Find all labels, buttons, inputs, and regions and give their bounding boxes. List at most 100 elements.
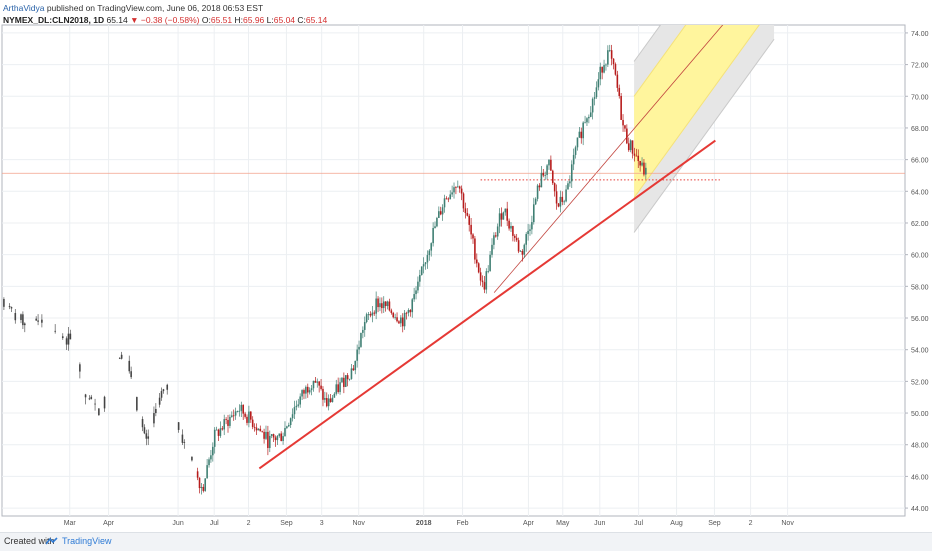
candle-body (607, 50, 609, 65)
candle-body (477, 263, 480, 273)
candle-body (352, 368, 355, 371)
candle-body (643, 162, 645, 175)
candle-body (580, 131, 583, 139)
candle-body (14, 313, 17, 321)
x-tick-label: 2018 (416, 520, 432, 527)
y-tick-label: 74.00 (911, 31, 929, 38)
candle-body (215, 429, 218, 431)
candle-body (599, 66, 602, 80)
candle-body (491, 244, 493, 255)
candle-body (274, 437, 277, 441)
candle-body (303, 390, 305, 394)
author-link[interactable]: ArthaVidya (3, 3, 45, 13)
symbol-label[interactable]: NYMEX_DL:CLN2018, 1D (3, 15, 105, 25)
candle-body (633, 153, 636, 156)
candle-body (561, 196, 564, 202)
candle-body (430, 243, 433, 251)
candle-body (261, 431, 263, 433)
candle-body (591, 98, 594, 113)
candle-body (415, 290, 417, 295)
candle-body (631, 140, 634, 154)
channel-group (493, 25, 775, 293)
candle-body (595, 87, 598, 98)
y-tick-label: 66.00 (911, 158, 929, 165)
candle-body (210, 455, 212, 460)
y-tick-label: 58.00 (911, 284, 929, 291)
candle-body (534, 198, 537, 205)
candle-body (401, 317, 404, 327)
candle-body (289, 418, 292, 426)
candle-body (344, 375, 347, 387)
price-chart[interactable]: 44.00 46.00 48.00 50.00 52.00 54.00 56.00 58.00… (0, 0, 932, 532)
candle-body (284, 428, 286, 437)
y-tick-label: 44.00 (911, 506, 929, 513)
candle-body (69, 333, 72, 340)
x-tick-label: 3 (320, 520, 324, 527)
candle-body (3, 299, 5, 307)
candle-body (532, 204, 535, 223)
candle-body (280, 433, 282, 441)
candle-body (365, 314, 368, 323)
x-tick-label: Nov (352, 520, 365, 527)
candle-body (322, 388, 324, 400)
high-label: H: (234, 15, 244, 25)
candle-body (502, 212, 505, 220)
candle-body (485, 271, 488, 290)
candle-body (22, 314, 24, 326)
candle-body (616, 74, 619, 88)
candle-body (377, 298, 379, 308)
candle-body (504, 208, 507, 213)
x-tick-label: Jul (634, 520, 643, 527)
candle-body (513, 235, 516, 238)
x-tick-label: Apr (103, 520, 115, 527)
candle-body (622, 119, 624, 126)
x-tick-label: May (556, 520, 570, 527)
candle-body (267, 431, 269, 449)
candle-body (231, 415, 233, 417)
y-tick-label: 62.00 (911, 221, 929, 228)
candle-body (629, 140, 632, 151)
candle-body (84, 394, 87, 398)
candle-body (234, 411, 237, 416)
candle-body (460, 188, 463, 194)
candle-body (451, 192, 453, 195)
candle-body (578, 131, 581, 138)
candle-body (468, 215, 471, 225)
candle-body (363, 322, 366, 330)
candle-body (407, 309, 410, 313)
candle-body (464, 208, 467, 214)
candle-body (265, 431, 267, 439)
candle-body (572, 154, 575, 165)
candle-body (308, 390, 311, 393)
candle-body (191, 456, 193, 461)
tradingview-brand[interactable]: TradingView (62, 536, 112, 546)
candle-body (67, 333, 70, 345)
candle-body (88, 398, 91, 400)
channel-boundary-line (633, 25, 760, 198)
candle-body (360, 332, 362, 347)
candle-body (227, 419, 229, 426)
candle-body (432, 227, 434, 244)
candle-body (576, 137, 579, 148)
candle-body (329, 398, 332, 403)
x-tick-label: Sep (280, 520, 293, 527)
footer-bar: Created with TradingView (0, 532, 932, 551)
candle-body (348, 378, 351, 380)
candle-body (521, 251, 524, 255)
candle-body (162, 389, 165, 392)
candle-body (327, 398, 330, 407)
candle-body (457, 186, 459, 188)
candle-body (400, 317, 402, 324)
candle-body (155, 408, 157, 414)
chart-header: ArthaVidya published on TradingView.com,… (3, 2, 327, 26)
candle-body (445, 198, 448, 200)
y-tick-label: 72.00 (911, 63, 929, 70)
candle-body (145, 433, 148, 439)
x-tick-label: Sep (708, 520, 721, 527)
candle-body (470, 224, 472, 235)
candle-body (493, 235, 495, 245)
candle-body (525, 234, 527, 245)
close-value: 65.14 (305, 15, 328, 25)
candle-body (589, 112, 592, 117)
candle-body (608, 50, 611, 52)
